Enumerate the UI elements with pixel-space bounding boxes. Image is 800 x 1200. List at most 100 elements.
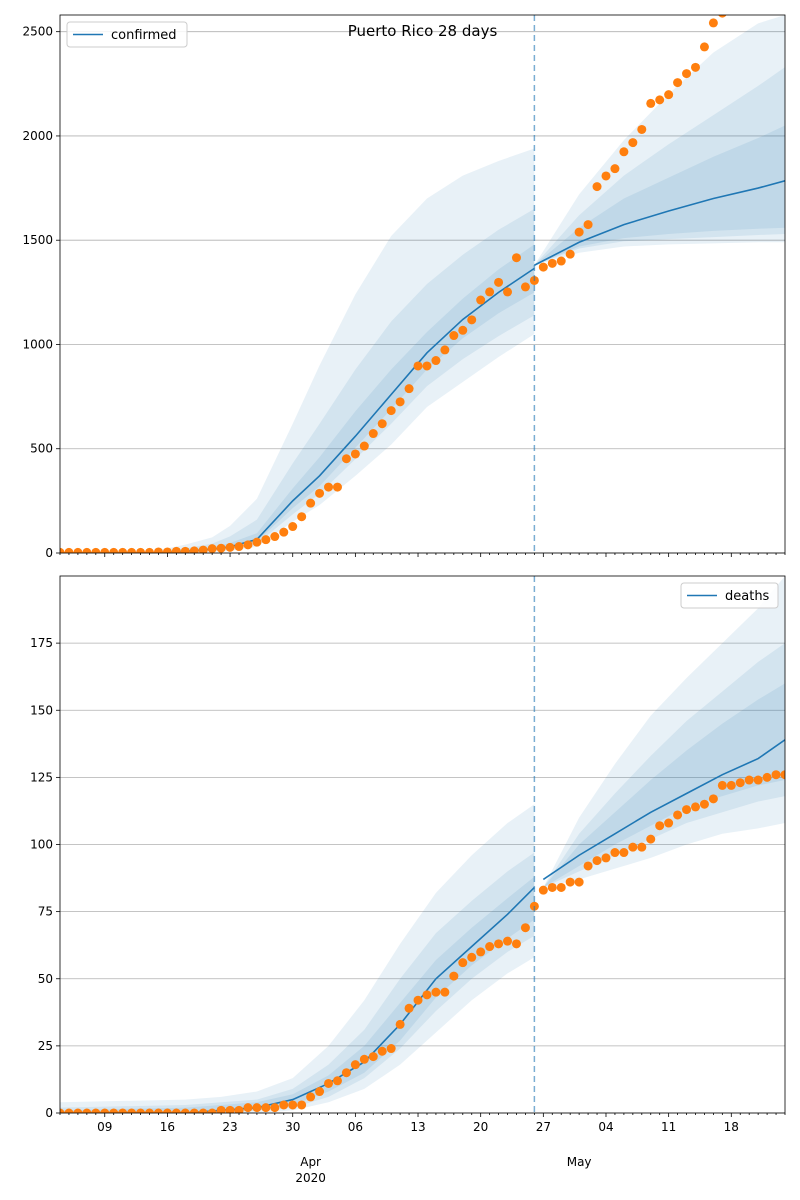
observed-point	[511, 939, 521, 949]
observed-point	[485, 287, 495, 297]
observed-point	[386, 406, 396, 416]
observed-point	[780, 770, 785, 780]
observed-point	[332, 482, 342, 492]
x-tick-label: 23	[222, 1120, 237, 1134]
observed-point	[82, 1108, 92, 1113]
legend: deaths	[680, 582, 779, 609]
observed-point	[350, 449, 360, 459]
observed-point	[91, 1108, 101, 1113]
observed-point	[395, 1019, 405, 1029]
observed-point	[64, 1108, 74, 1113]
observed-point	[127, 1108, 137, 1113]
plot-frame	[59, 14, 786, 554]
observed-point	[341, 454, 351, 464]
observed-point	[341, 1068, 351, 1078]
observed-point	[503, 287, 513, 297]
legend-label: deaths	[725, 589, 770, 604]
x-tick-label: 11	[661, 1120, 676, 1134]
observed-point	[565, 877, 575, 887]
observed-point	[583, 861, 593, 871]
observed-point	[664, 90, 674, 100]
observed-point	[458, 958, 468, 968]
observed-point	[565, 249, 575, 259]
observed-point	[682, 69, 692, 79]
observed-point	[252, 1103, 262, 1113]
observed-point	[288, 522, 298, 532]
forecast-band-1	[543, 643, 785, 888]
forecast-band-2	[543, 683, 785, 888]
x-tick-label: 18	[724, 1120, 739, 1134]
y-tick-label: 2500	[22, 25, 53, 39]
y-tick-label: 175	[30, 636, 53, 650]
observed-point	[467, 315, 477, 325]
observed-point	[395, 397, 405, 407]
observed-point	[601, 171, 611, 181]
observed-point	[216, 543, 226, 553]
observed-point	[574, 227, 584, 237]
observed-point	[655, 95, 665, 105]
observed-point	[359, 441, 369, 451]
observed-point	[60, 1108, 65, 1113]
observed-point	[225, 1105, 235, 1113]
x-tick-label: 04	[598, 1120, 613, 1134]
observed-point	[100, 1108, 110, 1113]
fit-band-1	[60, 208, 535, 553]
observed-point	[225, 542, 235, 552]
observed-point	[243, 540, 253, 550]
observed-point	[753, 775, 763, 785]
plot-area	[60, 15, 785, 553]
observed-point	[538, 262, 548, 272]
observed-point	[422, 990, 432, 1000]
chart-title: Puerto Rico 28 days	[348, 22, 498, 40]
observed-point	[538, 885, 548, 895]
observed-point	[440, 987, 450, 997]
observed-point	[153, 1108, 163, 1113]
observed-point	[60, 547, 65, 553]
observed-point	[735, 778, 745, 788]
observed-point	[198, 1108, 208, 1113]
observed-point	[708, 794, 718, 804]
observed-point	[646, 98, 656, 108]
x-tick-label: 06	[348, 1120, 363, 1134]
plot-frame	[59, 575, 786, 1114]
forecast-band-2	[534, 125, 785, 266]
observed-point	[422, 361, 432, 371]
observed-point	[82, 547, 92, 553]
confirmed-panel: 0 500 1000 1500 2000 2500 Puerto Rico 28 days c…	[22, 14, 786, 560]
observed-point	[574, 877, 584, 887]
model-forecast-line	[534, 180, 785, 266]
observed-point	[350, 1060, 360, 1070]
y-tick-label: 25	[38, 1039, 53, 1053]
observed-point	[162, 1108, 172, 1113]
observed-point	[377, 1046, 387, 1056]
observed-point	[556, 256, 566, 266]
x-month-label: May	[567, 1155, 592, 1169]
observed-point	[789, 768, 798, 777]
observed-point	[467, 952, 477, 962]
y-tick-label: 75	[38, 905, 53, 919]
observed-point	[306, 498, 316, 508]
y-tick-label: 1500	[22, 233, 53, 247]
observed-point	[458, 325, 468, 335]
observed-point	[234, 1105, 244, 1113]
observed-point	[449, 971, 459, 981]
observed-point	[619, 848, 629, 858]
observed-point	[771, 770, 781, 780]
observed-point	[646, 834, 656, 844]
observed-point	[279, 1100, 289, 1110]
date-axis: 09 16 23 30 06 13 20 27 04 11 18 Apr 2020 May	[97, 1120, 739, 1185]
observed-point	[511, 253, 521, 263]
observed-point	[476, 947, 486, 957]
fit-band-1	[60, 852, 535, 1113]
observed-point	[297, 512, 307, 522]
observed-point	[207, 544, 217, 553]
observed-point	[699, 42, 709, 52]
observed-point	[673, 810, 683, 820]
y-tick-label: 50	[38, 972, 53, 986]
observed-point	[655, 821, 665, 831]
legend-label: confirmed	[111, 28, 177, 43]
observed-point	[726, 780, 736, 790]
observed-point	[682, 805, 692, 815]
observed-point	[547, 258, 557, 268]
